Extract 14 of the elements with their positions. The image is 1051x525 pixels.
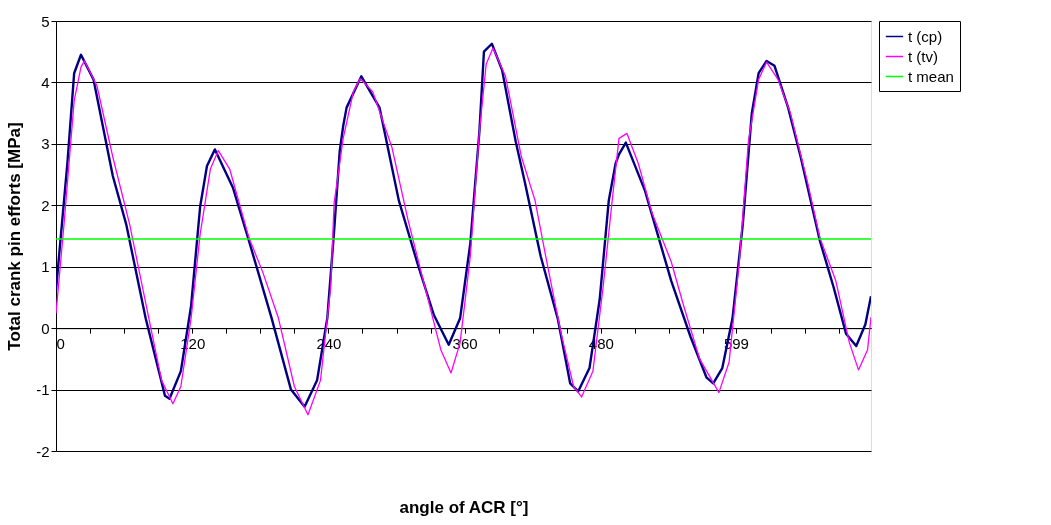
legend-label: t (tv): [908, 47, 938, 65]
legend-label: t mean: [908, 67, 954, 85]
y-tick-label: 5: [41, 12, 50, 30]
x-axis-title: angle of ACR [°]: [399, 497, 529, 517]
y-tick-label: 1: [41, 258, 50, 276]
y-tick-label: 4: [41, 73, 50, 91]
y-tick-label: -2: [36, 442, 50, 460]
y-tick-label: 0: [41, 319, 50, 337]
y-tick-label: 2: [41, 196, 50, 214]
y-axis-title: Total crank pin efforts [MPa]: [5, 122, 25, 351]
legend-label: t (cp): [908, 27, 943, 45]
x-tick-label: 0: [56, 334, 65, 352]
y-tick-label: 3: [41, 135, 50, 153]
y-tick-label: -1: [36, 381, 50, 399]
